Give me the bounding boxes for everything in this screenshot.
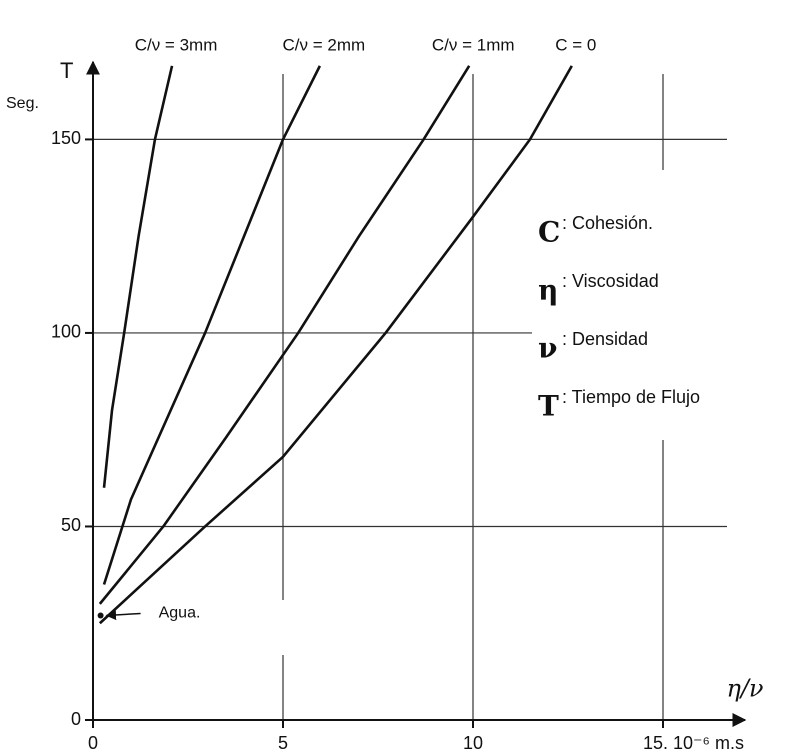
legend-text: : Viscosidad — [562, 271, 659, 291]
x-tick-label: 0 — [88, 733, 98, 753]
x-tick-label: 15. 10⁻⁶ m.s — [643, 733, 744, 753]
curve — [102, 65, 174, 488]
point — [97, 612, 104, 619]
series-label: C/ν = 2mm — [283, 35, 366, 54]
curve — [98, 65, 573, 625]
legend-text: : Tiempo de Flujo — [562, 387, 700, 407]
legend-text: : Cohesión. — [562, 213, 653, 233]
series-label: C/ν = 3mm — [135, 35, 218, 54]
point-label: Agua. — [159, 605, 201, 622]
y-tick-label: 150 — [51, 128, 81, 148]
legend-text: : Densidad — [562, 329, 648, 349]
series-label: C = 0 — [555, 35, 596, 54]
x-axis-label: η/ν — [726, 675, 763, 703]
x-tick-label: 10 — [463, 733, 483, 753]
legend-symbol: T — [538, 390, 559, 423]
y-axis-label: T — [60, 58, 73, 83]
y-tick-label: 0 — [71, 709, 81, 729]
curve — [102, 65, 322, 585]
series-label: C/ν = 1mm — [432, 35, 515, 54]
legend-box — [532, 170, 742, 440]
legend-symbol: η — [538, 274, 558, 307]
curves — [98, 65, 573, 625]
point-arrow — [105, 609, 141, 621]
x-tick-label: 5 — [278, 733, 288, 753]
overlay: 0 50 100 150 0 5 10 15. 10⁻⁶ m.s C/ν = 3mm C/ν = … — [51, 35, 744, 752]
curve — [98, 65, 471, 605]
y-tick-label: 50 — [61, 515, 81, 535]
label-box — [140, 600, 330, 655]
y-tick-label: 100 — [51, 322, 81, 342]
legend-symbol: C — [538, 216, 560, 249]
y-unit: Seg. — [6, 95, 39, 112]
legend-symbol: ν — [538, 332, 557, 365]
